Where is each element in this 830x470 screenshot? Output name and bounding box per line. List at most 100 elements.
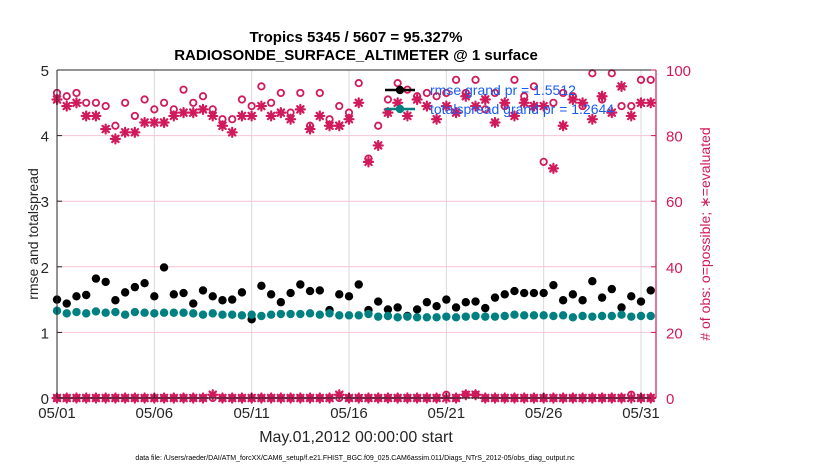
- chart-title: Tropics 5345 / 5607 = 95.327%: [249, 29, 462, 46]
- x-tick-label: 05/11: [233, 405, 269, 422]
- rmse-point: [520, 288, 529, 298]
- y-tick-label: 1: [41, 325, 49, 342]
- possible-point: [617, 101, 626, 111]
- evaluated-point: [596, 90, 608, 102]
- totalspread-point: [422, 313, 432, 322]
- rmse-point: [412, 305, 422, 314]
- evaluated-point: [421, 100, 433, 112]
- totalspread-point: [481, 312, 490, 321]
- totalspread-point: [296, 309, 305, 319]
- possible-point: [111, 121, 120, 130]
- totalspread-point: [344, 311, 354, 320]
- rmse-point: [451, 303, 461, 312]
- rmse-point: [179, 288, 188, 298]
- axes: 0 1 2 3 4 5 0 20 40 60 80 100 05/01 05/06 05/11 05/16 05…: [38, 63, 691, 422]
- y-tick-label: 3: [41, 194, 49, 211]
- x-tick-label: 05/01: [38, 405, 76, 422]
- rmse-point: [568, 290, 578, 299]
- series-evaluated: [51, 80, 657, 174]
- possible-point: [140, 95, 149, 104]
- possible-point: [296, 88, 305, 98]
- possible-point: [247, 101, 256, 111]
- evaluated-point: [246, 110, 258, 122]
- rmse-point: [627, 292, 636, 301]
- evaluated-point: [216, 120, 229, 132]
- rmse-point: [140, 279, 149, 288]
- possible-point: [646, 75, 655, 84]
- evaluated-point: [129, 126, 141, 138]
- rmse-point: [305, 286, 315, 296]
- totalspread-point: [130, 307, 140, 317]
- rmse-point: [208, 292, 217, 301]
- evaluated-point: [207, 110, 219, 122]
- totalspread-point: [383, 311, 393, 321]
- rmse-point: [588, 277, 597, 286]
- evaluated-point: [70, 97, 83, 109]
- possible-point: [481, 105, 490, 114]
- evaluated-point: [615, 80, 628, 93]
- x-tick-label: 05/26: [525, 405, 563, 422]
- evaluated-point: [547, 162, 560, 174]
- possible-point: [549, 98, 558, 107]
- evaluated-point: [255, 100, 267, 112]
- possible-point: [490, 88, 500, 98]
- rmse-point: [101, 277, 110, 287]
- rmse-point: [237, 288, 247, 297]
- totalspread-point: [607, 311, 616, 321]
- totalspread-point: [588, 312, 597, 321]
- evaluated-point: [499, 97, 511, 109]
- evaluated-point: [460, 90, 472, 102]
- totalspread-point: [101, 308, 110, 317]
- rmse-point: [529, 288, 539, 298]
- evaluated-point: [148, 116, 160, 129]
- rmse-point: [597, 293, 607, 302]
- possible-point: [422, 88, 431, 98]
- y-tick-label-right: 100: [666, 63, 691, 80]
- rmse-point: [510, 286, 519, 296]
- chart-subtitle: RADIOSONDE_SURFACE_ALTIMETER @ 1 surface: [174, 47, 538, 64]
- evaluated-point: [236, 110, 248, 122]
- possible-point: [354, 79, 363, 88]
- rmse-point: [344, 292, 354, 301]
- legend-rmse: rmse grand pr = 1.5512: [385, 82, 576, 98]
- totalspread-point: [597, 311, 607, 321]
- possible-point: [559, 88, 568, 98]
- evaluated-point: [479, 93, 491, 106]
- rmse-point: [159, 263, 169, 272]
- rmse-point: [72, 292, 81, 301]
- rmse-point: [374, 297, 383, 306]
- evaluated-point: [275, 107, 287, 119]
- rmse-point: [539, 288, 548, 298]
- rmse-point: [578, 296, 587, 305]
- totalspread-point: [412, 313, 422, 322]
- x-tick-label: 05/16: [330, 405, 368, 422]
- possible-point: [82, 98, 91, 107]
- rmse-point: [607, 284, 616, 294]
- evaluated-point: [567, 93, 579, 106]
- evaluated-point: [343, 113, 355, 125]
- possible-point: [189, 98, 198, 107]
- totalspread-point: [72, 307, 81, 317]
- possible-point: [588, 69, 597, 78]
- totalspread-point: [354, 311, 363, 320]
- y-axis-label-right: # of obs: o=possible; ∗=evaluated: [697, 127, 713, 340]
- evaluated-point: [528, 100, 540, 112]
- totalspread-point: [111, 307, 120, 317]
- rmse-point: [636, 297, 646, 306]
- evaluated-point: [372, 139, 384, 152]
- totalspread-point: [315, 310, 324, 319]
- rmse-point: [383, 305, 393, 314]
- rmse-point: [617, 303, 626, 312]
- totalspread-point: [520, 311, 529, 320]
- legend-totalspread: totalspread grand pr = 1.2644: [385, 101, 614, 117]
- evaluated-point: [508, 110, 521, 122]
- rmse-point: [82, 290, 91, 300]
- x-tick-label: 05/21: [428, 405, 466, 422]
- totalspread-point: [627, 312, 636, 321]
- evaluated-point: [294, 103, 306, 115]
- possible-point: [101, 101, 110, 111]
- y-tick-label: 5: [41, 63, 49, 80]
- legend-marker: [395, 104, 405, 114]
- rmse-point: [257, 281, 266, 291]
- y-tick-label: 4: [41, 129, 49, 146]
